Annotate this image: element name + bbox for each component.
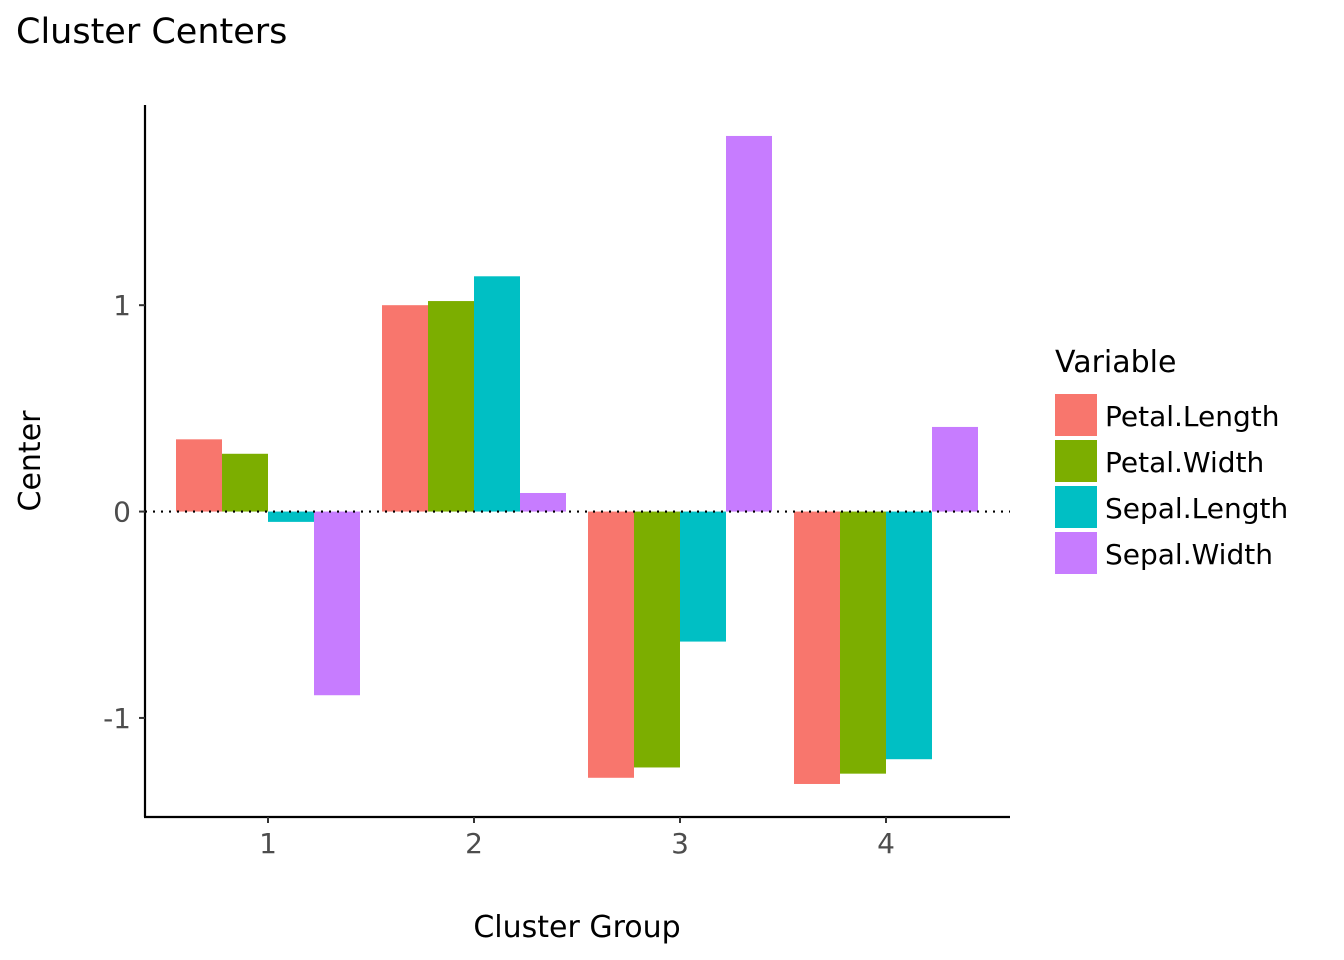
legend-key-sepal-length bbox=[1055, 486, 1097, 528]
y-tick-label: -1 bbox=[103, 702, 131, 735]
x-tick-label: 2 bbox=[465, 827, 483, 860]
x-tick-label: 4 bbox=[877, 827, 895, 860]
bar-petal-width-cluster-1 bbox=[222, 453, 268, 512]
chart-title: Cluster Centers bbox=[16, 12, 287, 52]
bar-sepal-width-cluster-1 bbox=[314, 511, 360, 696]
y-axis-ticks: -1 0 1 bbox=[103, 289, 145, 735]
x-axis-ticks: 1 2 3 4 bbox=[259, 817, 895, 860]
bar-petal-width-cluster-2 bbox=[428, 301, 474, 512]
legend-label-petal-width: Petal.Width bbox=[1105, 446, 1264, 479]
bar-petal-length-cluster-3 bbox=[588, 511, 634, 778]
legend-label-sepal-length: Sepal.Length bbox=[1105, 492, 1288, 525]
legend-label-petal-length: Petal.Length bbox=[1105, 400, 1280, 433]
legend: Variable Petal.Length Petal.Width Sepal.Le… bbox=[1055, 345, 1288, 574]
bar-sepal-length-cluster-3 bbox=[680, 511, 726, 642]
legend-items: Petal.Length Petal.Width Sepal.Length Sepal… bbox=[1055, 394, 1288, 574]
bar-sepal-width-cluster-2 bbox=[520, 492, 566, 512]
bar-sepal-width-cluster-3 bbox=[726, 135, 772, 512]
y-tick-label: 0 bbox=[113, 496, 131, 529]
bar-petal-width-cluster-4 bbox=[840, 511, 886, 774]
bar-petal-length-cluster-2 bbox=[382, 305, 428, 512]
bar-sepal-length-cluster-4 bbox=[886, 511, 932, 760]
bar-petal-length-cluster-4 bbox=[794, 511, 840, 784]
x-tick-label: 3 bbox=[671, 827, 689, 860]
legend-key-petal-width bbox=[1055, 440, 1097, 482]
legend-key-petal-length bbox=[1055, 394, 1097, 436]
x-tick-label: 1 bbox=[259, 827, 277, 860]
bar-sepal-length-cluster-1 bbox=[268, 511, 314, 522]
y-tick-label: 1 bbox=[113, 289, 131, 322]
legend-key-sepal-width bbox=[1055, 532, 1097, 574]
legend-title: Variable bbox=[1055, 345, 1176, 380]
bar-sepal-width-cluster-4 bbox=[932, 426, 978, 512]
y-axis-title: Center bbox=[13, 410, 48, 512]
bar-petal-length-cluster-1 bbox=[176, 439, 222, 512]
x-axis-title: Cluster Group bbox=[473, 910, 680, 945]
plot-area bbox=[145, 135, 1010, 784]
legend-label-sepal-width: Sepal.Width bbox=[1105, 538, 1273, 571]
bar-petal-width-cluster-3 bbox=[634, 511, 680, 768]
bar-sepal-length-cluster-2 bbox=[474, 276, 520, 512]
